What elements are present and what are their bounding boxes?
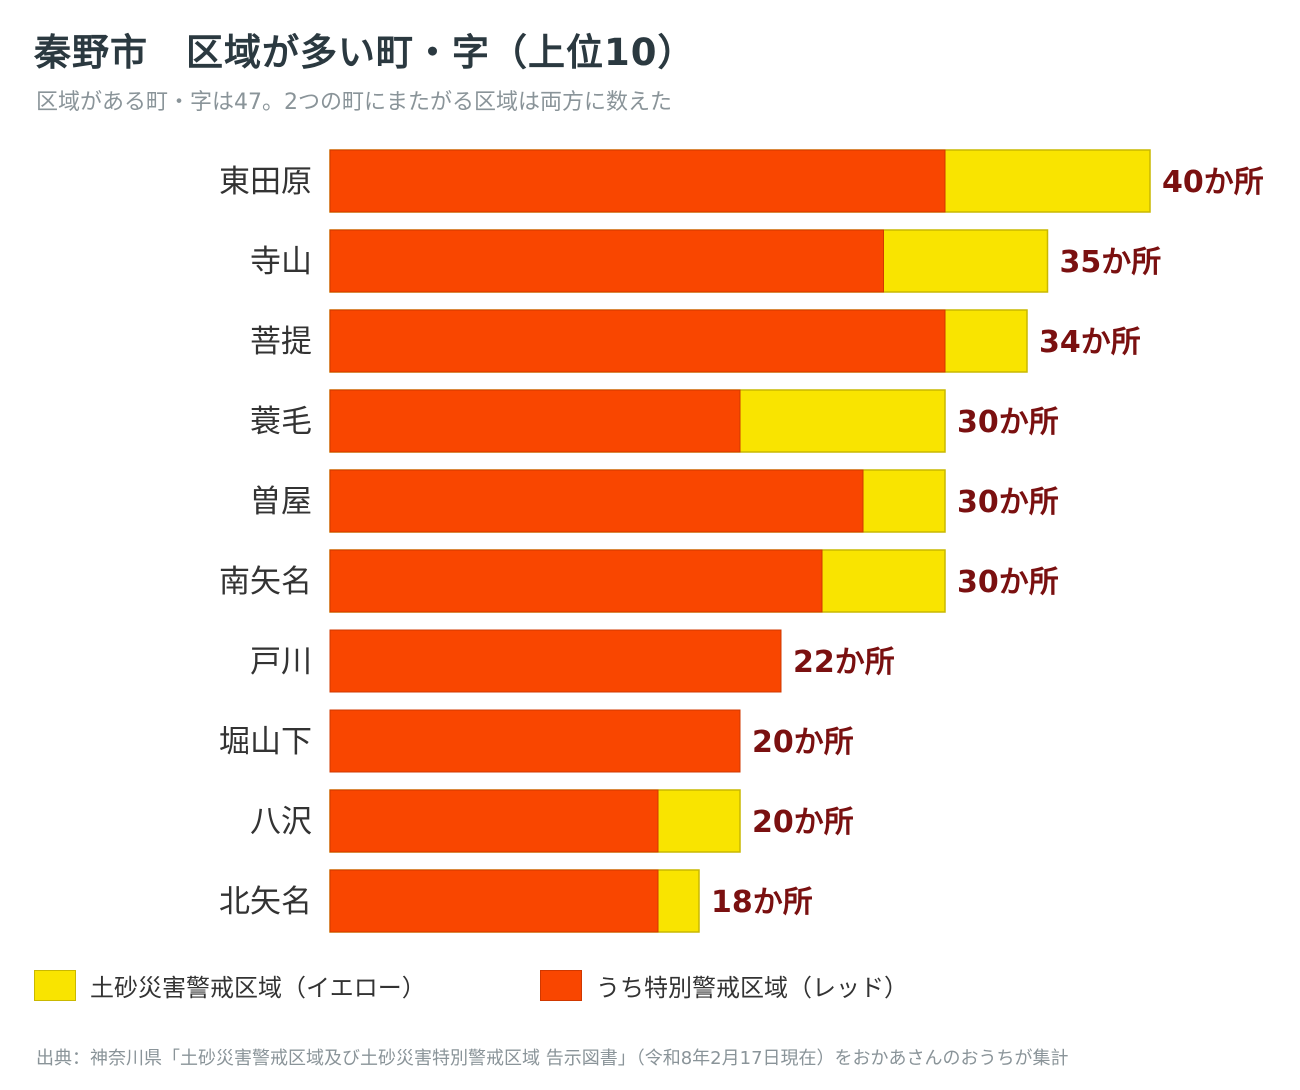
legend-swatch-yellow: [34, 970, 76, 1001]
value-label: 30か所: [957, 485, 1059, 520]
value-label: 30か所: [957, 565, 1059, 600]
legend-label-red: うち特別警戒区域（レッド）: [596, 974, 908, 1002]
bar-red: [329, 629, 782, 693]
legend-item-yellow: 土砂災害警戒区域（イエロー）: [34, 968, 426, 1003]
legend-item-red: うち特別警戒区域（レッド）: [540, 968, 908, 1003]
bar-red: [329, 389, 741, 453]
category-label: 菩提: [250, 324, 312, 360]
bar-red: [329, 549, 823, 613]
value-label: 40か所: [1162, 165, 1264, 200]
value-label: 18か所: [711, 885, 813, 920]
bar-red: [329, 229, 884, 293]
category-label: 戸川: [250, 644, 312, 680]
category-label: 曽屋: [250, 484, 312, 520]
legend-swatch-red: [540, 970, 582, 1001]
value-label: 22か所: [793, 645, 895, 680]
legend-label-yellow: 土砂災害警戒区域（イエロー）: [90, 974, 426, 1002]
bar-red: [329, 309, 946, 373]
value-label: 20か所: [752, 725, 854, 760]
value-label: 30か所: [957, 405, 1059, 440]
bar-red: [329, 709, 741, 773]
bar-red: [329, 149, 946, 213]
bar-red: [329, 869, 659, 933]
bar-red: [329, 789, 659, 853]
value-label: 34か所: [1039, 325, 1141, 360]
bar-red: [329, 469, 864, 533]
value-label: 35か所: [1060, 245, 1162, 280]
category-label: 北矢名: [219, 884, 312, 920]
category-label: 八沢: [250, 804, 312, 840]
category-label: 南矢名: [219, 564, 312, 600]
value-label: 20か所: [752, 805, 854, 840]
source-note: 出典：神奈川県「土砂災害警戒区域及び土砂災害特別警戒区域 告示図書」（令和8年2…: [36, 1048, 1069, 1069]
category-label: 蓑毛: [250, 404, 312, 440]
chart-title: 秦野市 区域が多い町・字（上位10）: [34, 31, 696, 74]
category-label: 堀山下: [219, 724, 312, 760]
chart-subtitle: 区域がある町・字は47。2つの町にまたがる区域は両方に数えた: [36, 90, 672, 115]
category-label: 東田原: [219, 164, 312, 200]
category-label: 寺山: [250, 244, 312, 280]
